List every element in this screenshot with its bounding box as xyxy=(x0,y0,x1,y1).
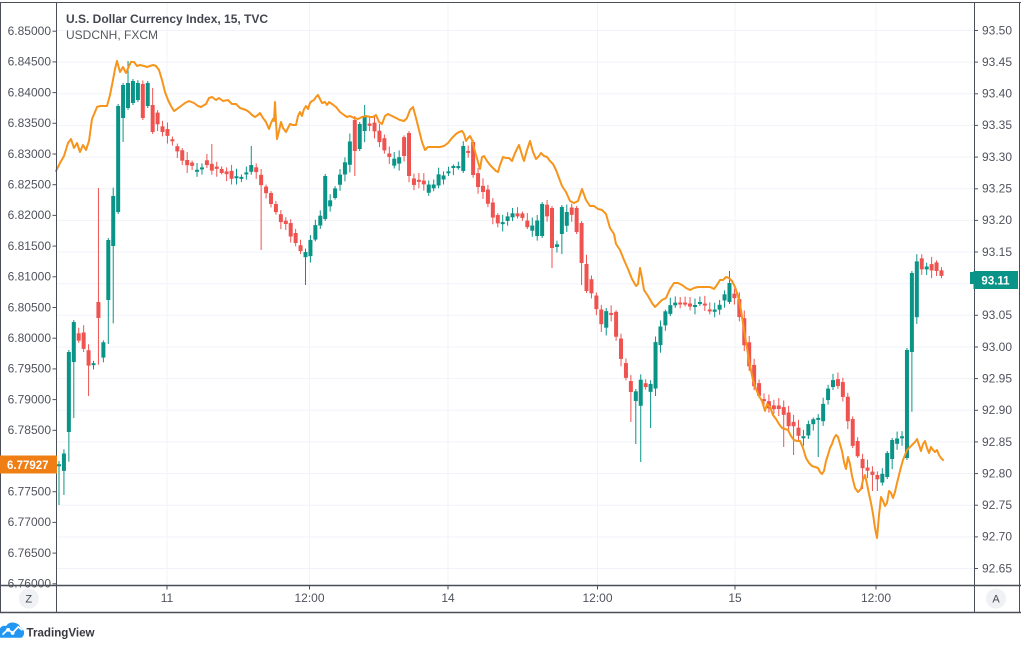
svg-text:6.76000: 6.76000 xyxy=(8,577,52,591)
svg-text:92.95: 92.95 xyxy=(982,371,1012,385)
svg-text:93.45: 93.45 xyxy=(982,55,1012,69)
svg-text:6.80000: 6.80000 xyxy=(8,331,52,345)
svg-text:92.80: 92.80 xyxy=(982,466,1012,480)
svg-text:6.79500: 6.79500 xyxy=(8,362,52,376)
svg-text:93.25: 93.25 xyxy=(982,182,1012,196)
svg-text:6.80500: 6.80500 xyxy=(8,300,52,314)
svg-text:6.81000: 6.81000 xyxy=(8,270,52,284)
svg-text:92.70: 92.70 xyxy=(982,530,1012,544)
svg-text:6.82500: 6.82500 xyxy=(8,178,52,192)
svg-text:93.20: 93.20 xyxy=(982,213,1012,227)
svg-text:14: 14 xyxy=(441,591,455,605)
svg-text:6.81500: 6.81500 xyxy=(8,239,52,253)
svg-text:15: 15 xyxy=(728,591,742,605)
svg-text:12:00: 12:00 xyxy=(861,591,891,605)
svg-text:Z: Z xyxy=(25,594,32,606)
svg-text:TradingView: TradingView xyxy=(27,627,96,640)
svg-text:6.82000: 6.82000 xyxy=(8,208,52,222)
svg-text:92.90: 92.90 xyxy=(982,403,1012,417)
svg-text:6.85000: 6.85000 xyxy=(8,24,52,38)
svg-text:93.15: 93.15 xyxy=(982,245,1012,259)
svg-text:93.50: 93.50 xyxy=(982,23,1012,37)
svg-text:11: 11 xyxy=(161,591,174,605)
svg-text:6.83500: 6.83500 xyxy=(8,116,52,130)
svg-text:12:00: 12:00 xyxy=(582,591,612,605)
svg-text:6.77500: 6.77500 xyxy=(8,485,52,499)
svg-text:92.65: 92.65 xyxy=(982,561,1012,575)
svg-text:92.75: 92.75 xyxy=(982,498,1012,512)
svg-text:6.79000: 6.79000 xyxy=(8,392,52,406)
svg-text:6.83000: 6.83000 xyxy=(8,147,52,161)
svg-text:93.30: 93.30 xyxy=(982,150,1012,164)
svg-text:93.35: 93.35 xyxy=(982,118,1012,132)
svg-text:93.40: 93.40 xyxy=(982,87,1012,101)
svg-text:USDCNH, FXCM: USDCNH, FXCM xyxy=(66,28,158,42)
svg-text:U.S. Dollar Currency Index, 15: U.S. Dollar Currency Index, 15, TVC xyxy=(66,12,268,26)
svg-text:12:00: 12:00 xyxy=(294,591,324,605)
svg-text:6.84500: 6.84500 xyxy=(8,55,52,69)
svg-text:6.84000: 6.84000 xyxy=(8,85,52,99)
svg-text:93.05: 93.05 xyxy=(982,308,1012,322)
svg-text:93.00: 93.00 xyxy=(982,340,1012,354)
svg-text:6.77000: 6.77000 xyxy=(8,515,52,529)
svg-text:92.85: 92.85 xyxy=(982,435,1012,449)
svg-text:6.76500: 6.76500 xyxy=(8,546,52,560)
svg-text:A: A xyxy=(992,594,1000,606)
svg-text:6.77927: 6.77927 xyxy=(7,460,49,472)
svg-text:93.11: 93.11 xyxy=(981,275,1010,287)
svg-text:6.78500: 6.78500 xyxy=(8,423,52,437)
